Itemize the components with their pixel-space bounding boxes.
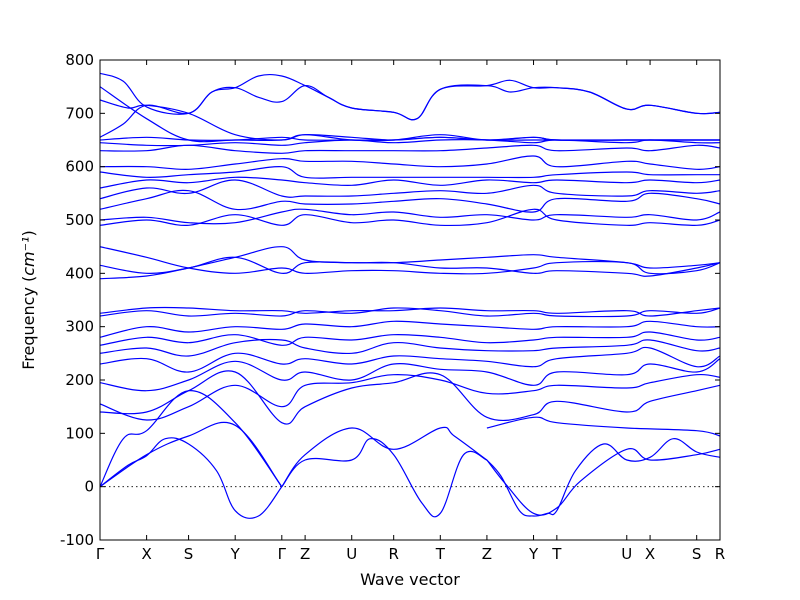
- y-tick-label: 100: [65, 424, 94, 442]
- x-tick-label-11: T: [551, 545, 562, 563]
- band-26: [100, 155, 720, 170]
- band-28: [100, 139, 720, 147]
- y-axis-label-open-paren: (: [19, 276, 38, 287]
- band-11: [100, 346, 720, 373]
- band-20: [100, 208, 720, 227]
- x-tick-label-5: Z: [300, 545, 310, 563]
- band-8: [100, 370, 720, 425]
- band-25: [100, 165, 720, 179]
- y-axis-label-unit: cm⁻¹: [19, 237, 38, 276]
- y-tick-label: 800: [65, 51, 94, 69]
- y-axis-ticks: -100 0 100 200 300 400 500 600 700 800: [60, 51, 720, 549]
- band-27: [100, 144, 720, 154]
- y-tick-label: 400: [65, 264, 94, 282]
- y-tick-label: -100: [60, 531, 94, 549]
- x-tick-label-9: Z: [482, 545, 492, 563]
- band-4: [281, 426, 488, 488]
- y-tick-label: 200: [65, 371, 94, 389]
- band-7: [486, 416, 720, 437]
- x-tick-label-12: U: [621, 545, 632, 563]
- x-tick-label-8: T: [435, 545, 446, 563]
- band-14: [100, 320, 720, 338]
- x-tick-label-0: Γ: [96, 545, 105, 563]
- y-tick-label: 500: [65, 211, 94, 229]
- band-22: [100, 189, 720, 213]
- x-tick-label-6: U: [346, 545, 357, 563]
- band-19: [100, 246, 720, 275]
- band-0: [100, 421, 283, 488]
- phonon-bands: [100, 72, 720, 519]
- band-13: [100, 331, 720, 346]
- band-16: [100, 306, 720, 317]
- y-tick-label: 300: [65, 318, 94, 336]
- band-33: [100, 86, 720, 143]
- x-tick-label-3: Y: [230, 545, 241, 563]
- y-axis-label-close-paren: ): [19, 230, 38, 236]
- x-tick-label-7: R: [388, 545, 398, 563]
- x-axis-label: Wave vector: [360, 570, 460, 589]
- y-axis-label: Frequency (cm⁻¹): [19, 230, 38, 369]
- band-23: [100, 179, 720, 200]
- x-tick-label-13: X: [645, 545, 655, 563]
- x-tick-label-1: X: [141, 545, 151, 563]
- band-31: [100, 72, 720, 121]
- y-tick-label: 600: [65, 158, 94, 176]
- band-17: [100, 246, 720, 280]
- x-tick-label-14: S: [692, 545, 702, 563]
- y-tick-label: 0: [84, 478, 94, 496]
- band-10: [100, 358, 720, 392]
- x-tick-label-10: Y: [528, 545, 539, 563]
- band-1: [100, 437, 283, 519]
- y-axis-label-text: Frequency: [19, 287, 38, 370]
- plot-frame: [99, 59, 721, 541]
- band-3: [281, 438, 488, 518]
- band-24: [100, 176, 720, 189]
- x-tick-label-2: S: [184, 545, 194, 563]
- y-tick-label: 700: [65, 104, 94, 122]
- band-2: [100, 390, 283, 488]
- band-18: [100, 254, 720, 274]
- band-9: [100, 373, 720, 421]
- x-tick-label-15: R: [715, 545, 725, 563]
- x-tick-label-4: Γ: [278, 545, 287, 563]
- band-12: [100, 338, 720, 357]
- band-5: [486, 438, 720, 517]
- band-6: [486, 448, 720, 516]
- band-21: [100, 208, 720, 225]
